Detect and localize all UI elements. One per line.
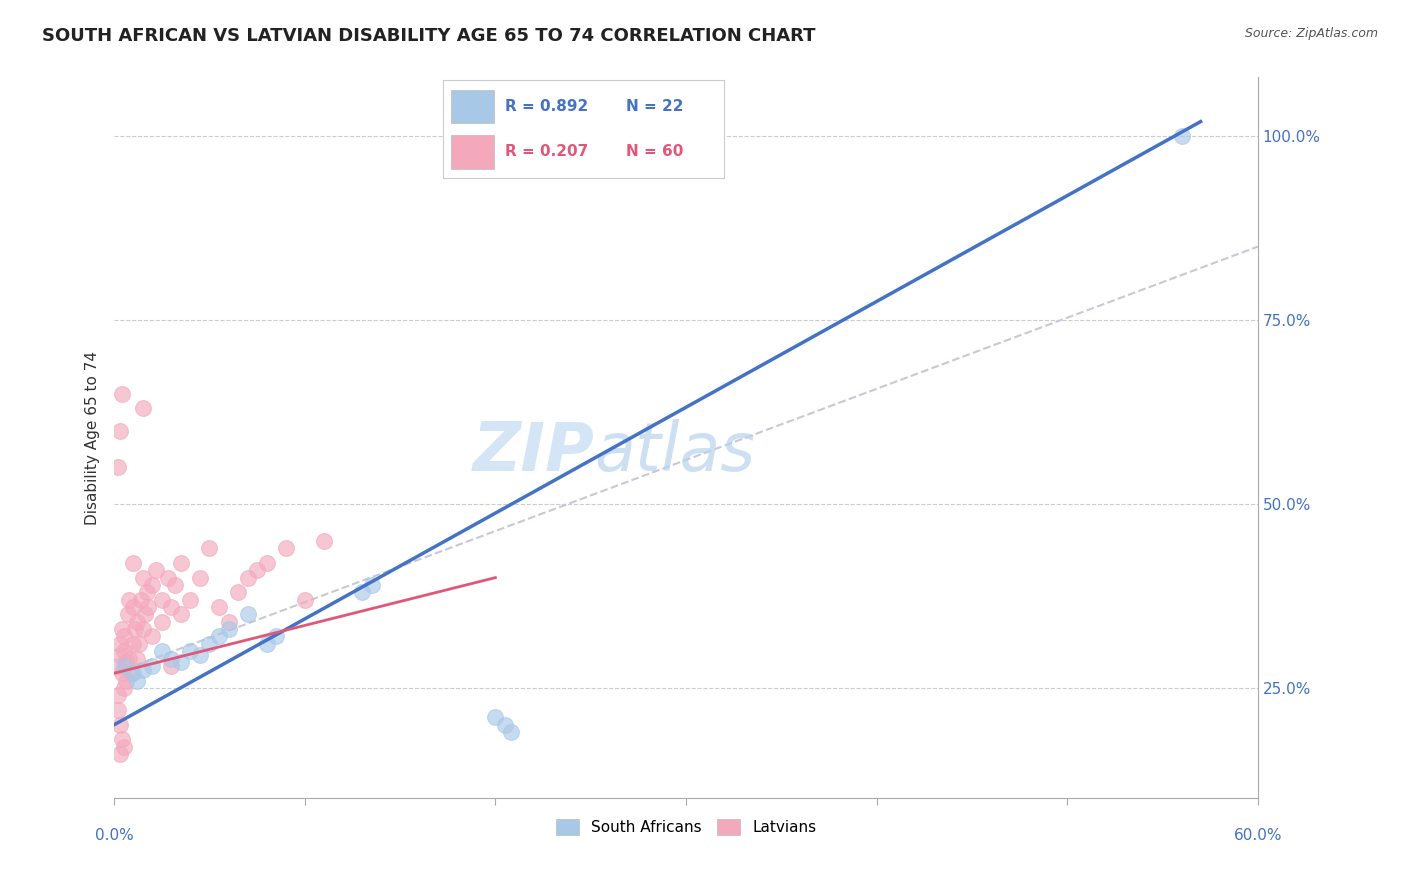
Point	[108, 648, 131, 662]
Text: R = 0.207: R = 0.207	[505, 145, 588, 160]
Point	[226, 585, 249, 599]
Point	[107, 460, 129, 475]
Point	[132, 571, 155, 585]
Point	[218, 615, 240, 629]
Point	[111, 386, 134, 401]
Text: 0.0%: 0.0%	[94, 828, 134, 843]
Point	[236, 571, 259, 585]
Point	[141, 630, 163, 644]
Point	[117, 607, 139, 622]
Point	[179, 592, 201, 607]
Point	[208, 630, 231, 644]
FancyBboxPatch shape	[451, 90, 494, 123]
Point	[165, 578, 187, 592]
Point	[198, 541, 221, 556]
Point	[138, 600, 160, 615]
Point	[350, 585, 373, 599]
Point	[274, 541, 297, 556]
Point	[112, 739, 135, 754]
Text: atlas: atlas	[595, 419, 755, 485]
Point	[112, 659, 135, 673]
Point	[179, 644, 201, 658]
Point	[132, 401, 155, 416]
Point	[112, 681, 135, 695]
Point	[132, 663, 155, 677]
Point	[256, 637, 278, 651]
Point	[128, 637, 150, 651]
Point	[170, 607, 193, 622]
Point	[114, 673, 136, 688]
Point	[107, 703, 129, 717]
Point	[156, 571, 179, 585]
Point	[150, 615, 173, 629]
Point	[135, 585, 157, 599]
Text: ZIP: ZIP	[472, 419, 595, 485]
Point	[112, 630, 135, 644]
Text: N = 60: N = 60	[626, 145, 683, 160]
Point	[112, 644, 135, 658]
Text: Source: ZipAtlas.com: Source: ZipAtlas.com	[1244, 27, 1378, 40]
Point	[122, 600, 145, 615]
Point	[107, 659, 129, 673]
Point	[294, 592, 316, 607]
Point	[118, 651, 141, 665]
Point	[218, 622, 240, 636]
Point	[141, 578, 163, 592]
Text: N = 22: N = 22	[626, 99, 683, 114]
Point	[1170, 129, 1192, 144]
Point	[107, 688, 129, 702]
Point	[108, 717, 131, 731]
Point	[111, 622, 134, 636]
Point	[188, 648, 211, 662]
Point	[122, 556, 145, 570]
Point	[114, 655, 136, 669]
Point	[160, 651, 183, 665]
Point	[125, 651, 148, 665]
Point	[494, 717, 516, 731]
FancyBboxPatch shape	[451, 136, 494, 169]
Point	[120, 666, 142, 681]
Point	[111, 732, 134, 747]
Legend: South Africans, Latvians: South Africans, Latvians	[550, 813, 823, 841]
Point	[125, 615, 148, 629]
Point	[132, 622, 155, 636]
Text: SOUTH AFRICAN VS LATVIAN DISABILITY AGE 65 TO 74 CORRELATION CHART: SOUTH AFRICAN VS LATVIAN DISABILITY AGE …	[42, 27, 815, 45]
Point	[312, 533, 335, 548]
Point	[160, 659, 183, 673]
Point	[170, 655, 193, 669]
Text: R = 0.892: R = 0.892	[505, 99, 588, 114]
Point	[141, 659, 163, 673]
Point	[198, 637, 221, 651]
Point	[264, 630, 287, 644]
Point	[360, 578, 382, 592]
Point	[134, 607, 156, 622]
Point	[208, 600, 231, 615]
Point	[108, 424, 131, 438]
Point	[150, 644, 173, 658]
Point	[499, 725, 522, 739]
Point	[122, 666, 145, 681]
Point	[256, 556, 278, 570]
Point	[484, 710, 506, 724]
Point	[246, 563, 269, 577]
Point	[122, 637, 145, 651]
Point	[118, 592, 141, 607]
Point	[188, 571, 211, 585]
Point	[124, 622, 146, 636]
Point	[111, 666, 134, 681]
Point	[125, 673, 148, 688]
Text: 60.0%: 60.0%	[1233, 828, 1282, 843]
Y-axis label: Disability Age 65 to 74: Disability Age 65 to 74	[86, 351, 100, 524]
Point	[160, 600, 183, 615]
Point	[150, 592, 173, 607]
Point	[236, 607, 259, 622]
Point	[145, 563, 167, 577]
Point	[129, 592, 152, 607]
Point	[108, 747, 131, 761]
Point	[170, 556, 193, 570]
Point	[108, 637, 131, 651]
